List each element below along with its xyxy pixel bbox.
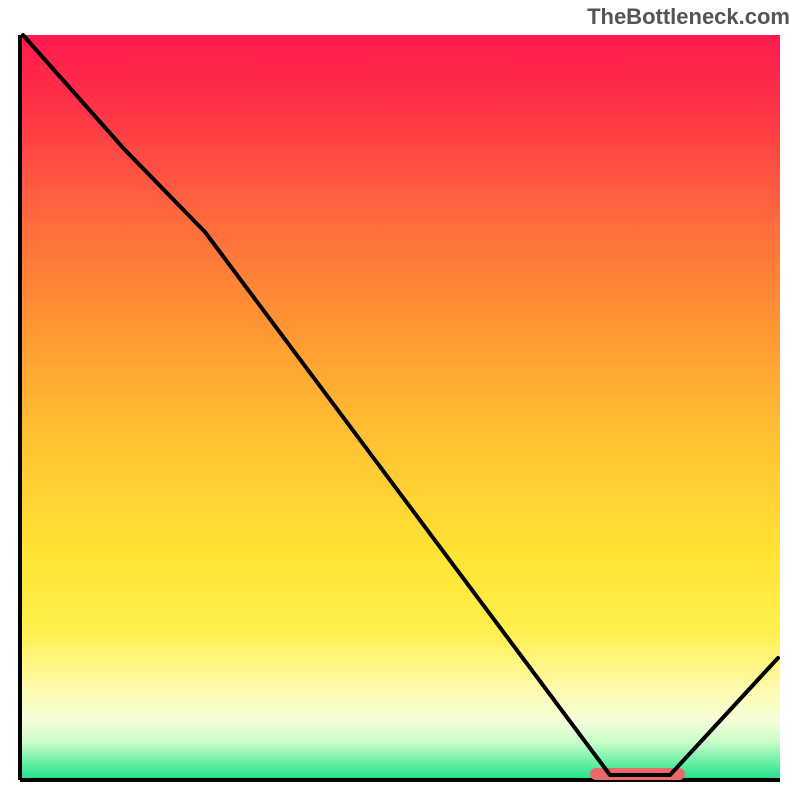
bottleneck-chart xyxy=(0,0,800,800)
plot-background xyxy=(20,35,780,780)
watermark-label: TheBottleneck.com xyxy=(587,4,790,30)
chart-container: TheBottleneck.com xyxy=(0,0,800,800)
